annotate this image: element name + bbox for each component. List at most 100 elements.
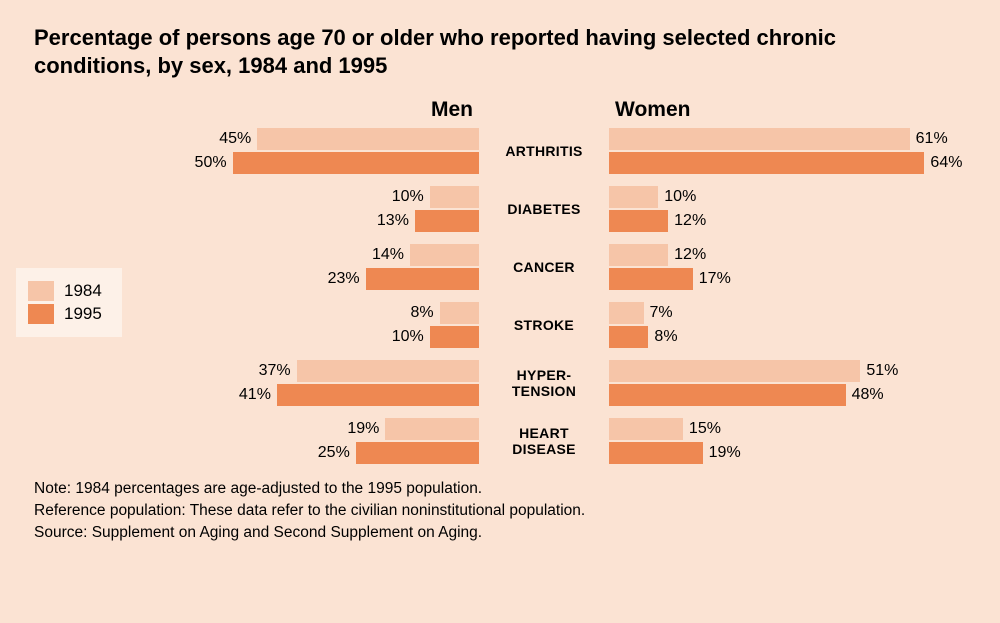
value-label: 61% — [910, 130, 954, 148]
bar-line: 10% — [609, 186, 702, 208]
bar-line: 51% — [609, 360, 904, 382]
bar — [609, 302, 644, 324]
men-bars: 37%41% — [134, 360, 479, 406]
chart-rows: 45%50%ARTHRITIS61%64%10%13%DIABETES10%12… — [134, 128, 966, 464]
women-bars: 51%48% — [609, 360, 954, 406]
value-label: 19% — [703, 444, 747, 462]
legend-swatch-1984 — [28, 281, 54, 301]
women-bars: 12%17% — [609, 244, 954, 290]
bar — [430, 326, 479, 348]
header-women: Women — [609, 98, 954, 122]
men-bars: 10%13% — [134, 186, 479, 232]
value-label: 50% — [189, 154, 233, 172]
chart-row: 14%23%CANCER12%17% — [134, 244, 966, 290]
bar-line: 45% — [213, 128, 479, 150]
value-label: 10% — [386, 188, 430, 206]
category-label: STROKE — [479, 302, 609, 348]
bar-line: 12% — [609, 244, 712, 266]
legend: 1984 1995 — [16, 268, 122, 337]
bar-line: 12% — [609, 210, 712, 232]
bar — [609, 418, 683, 440]
women-bars: 15%19% — [609, 418, 954, 464]
women-bars: 7%8% — [609, 302, 954, 348]
value-label: 8% — [404, 304, 439, 322]
value-label: 12% — [668, 246, 712, 264]
note-line-3: Source: Supplement on Aging and Second S… — [34, 522, 966, 544]
bar-line: 50% — [189, 152, 479, 174]
women-bars: 10%12% — [609, 186, 954, 232]
value-label: 8% — [648, 328, 683, 346]
bar — [430, 186, 479, 208]
bar — [277, 384, 479, 406]
bar — [609, 268, 693, 290]
chart-row: 10%13%DIABETES10%12% — [134, 186, 966, 232]
bar-line: 19% — [341, 418, 479, 440]
bar — [385, 418, 479, 440]
bar-line: 25% — [312, 442, 479, 464]
chart-row: 37%41%HYPER-TENSION51%48% — [134, 360, 966, 406]
chart-title: Percentage of persons age 70 or older wh… — [34, 24, 884, 80]
bar — [297, 360, 479, 382]
legend-swatch-1995 — [28, 304, 54, 324]
bar-line: 64% — [609, 152, 968, 174]
category-label: CANCER — [479, 244, 609, 290]
bar — [609, 326, 648, 348]
bar-line: 7% — [609, 302, 679, 324]
bar-line: 13% — [371, 210, 479, 232]
value-label: 10% — [386, 328, 430, 346]
note-line-1: Note: 1984 percentages are age-adjusted … — [34, 478, 966, 500]
value-label: 37% — [253, 362, 297, 380]
bar — [609, 210, 668, 232]
category-label: HEARTDISEASE — [479, 418, 609, 464]
bar — [356, 442, 479, 464]
header-men: Men — [134, 98, 479, 122]
value-label: 64% — [924, 154, 968, 172]
bar-line: 15% — [609, 418, 727, 440]
value-label: 13% — [371, 212, 415, 230]
footnotes: Note: 1984 percentages are age-adjusted … — [34, 478, 966, 543]
men-bars: 14%23% — [134, 244, 479, 290]
bar — [609, 360, 860, 382]
chart-row: 19%25%HEARTDISEASE15%19% — [134, 418, 966, 464]
men-bars: 19%25% — [134, 418, 479, 464]
value-label: 12% — [668, 212, 712, 230]
bar — [609, 384, 846, 406]
legend-item-1984: 1984 — [28, 281, 102, 301]
value-label: 25% — [312, 444, 356, 462]
bar-line: 17% — [609, 268, 737, 290]
chart-canvas: Percentage of persons age 70 or older wh… — [0, 0, 1000, 623]
category-label: ARTHRITIS — [479, 128, 609, 174]
bar-line: 19% — [609, 442, 747, 464]
bar-line: 8% — [404, 302, 479, 324]
value-label: 17% — [693, 270, 737, 288]
bar — [410, 244, 479, 266]
bar-line: 48% — [609, 384, 890, 406]
value-label: 45% — [213, 130, 257, 148]
men-bars: 8%10% — [134, 302, 479, 348]
value-label: 7% — [644, 304, 679, 322]
chart-row: 45%50%ARTHRITIS61%64% — [134, 128, 966, 174]
bar — [609, 152, 924, 174]
bar — [415, 210, 479, 232]
category-label: DIABETES — [479, 186, 609, 232]
bar-line: 41% — [233, 384, 479, 406]
legend-label-1984: 1984 — [64, 281, 102, 301]
value-label: 23% — [322, 270, 366, 288]
value-label: 41% — [233, 386, 277, 404]
value-label: 19% — [341, 420, 385, 438]
column-headers: Men Women — [134, 98, 966, 122]
bar-line: 10% — [386, 186, 479, 208]
bar — [440, 302, 479, 324]
value-label: 48% — [846, 386, 890, 404]
bar-line: 61% — [609, 128, 954, 150]
men-bars: 45%50% — [134, 128, 479, 174]
bar — [257, 128, 479, 150]
value-label: 51% — [860, 362, 904, 380]
chart-row: 8%10%STROKE7%8% — [134, 302, 966, 348]
bar — [233, 152, 479, 174]
category-label: HYPER-TENSION — [479, 360, 609, 406]
bar — [366, 268, 479, 290]
bar — [609, 186, 658, 208]
bar — [609, 442, 703, 464]
bar-line: 8% — [609, 326, 684, 348]
